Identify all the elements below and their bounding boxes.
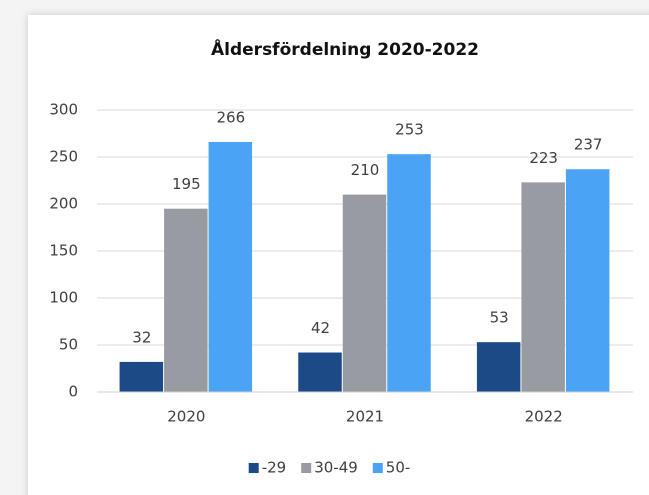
bar (387, 154, 431, 392)
bar (476, 342, 521, 392)
bar (164, 208, 208, 392)
x-tick-label: 2020 (167, 408, 205, 426)
legend-swatch (248, 463, 259, 473)
data-label: 253 (395, 121, 424, 139)
data-label: 53 (490, 309, 509, 327)
y-tick-label: 100 (49, 289, 78, 307)
data-label: 195 (172, 175, 201, 193)
y-tick-label: 0 (68, 383, 78, 401)
y-tick-label: 150 (49, 242, 78, 260)
legend: -29 30-49 50- (248, 459, 411, 477)
y-tick-label: 200 (49, 195, 78, 213)
data-label: 237 (574, 136, 603, 154)
x-tick-label: 2022 (525, 408, 563, 426)
data-label: 223 (529, 149, 558, 167)
legend-swatch (372, 463, 383, 473)
legend-label: -29 (262, 459, 287, 477)
chart-title: Åldersfördelning 2020-2022 (211, 37, 479, 60)
legend-label: 50- (386, 459, 411, 477)
data-label: 266 (217, 108, 246, 126)
legend-swatch (301, 463, 312, 473)
bar (521, 182, 565, 392)
data-label: 42 (311, 319, 330, 337)
x-tick-label: 2021 (346, 408, 384, 426)
y-tick-label: 250 (49, 148, 78, 166)
bar (342, 194, 387, 392)
data-label: 32 (132, 328, 151, 346)
y-tick-label: 50 (59, 336, 78, 354)
bar (565, 169, 610, 392)
legend-label: 30-49 (314, 459, 358, 477)
bar (119, 361, 164, 392)
bar (208, 141, 253, 392)
y-tick-label: 300 (49, 101, 78, 119)
data-label: 210 (351, 161, 380, 179)
bar (298, 352, 342, 392)
plot-area: 0 50 100 150 200 250 300 2020 32 195 266 2021 42 210 2… (49, 101, 633, 426)
